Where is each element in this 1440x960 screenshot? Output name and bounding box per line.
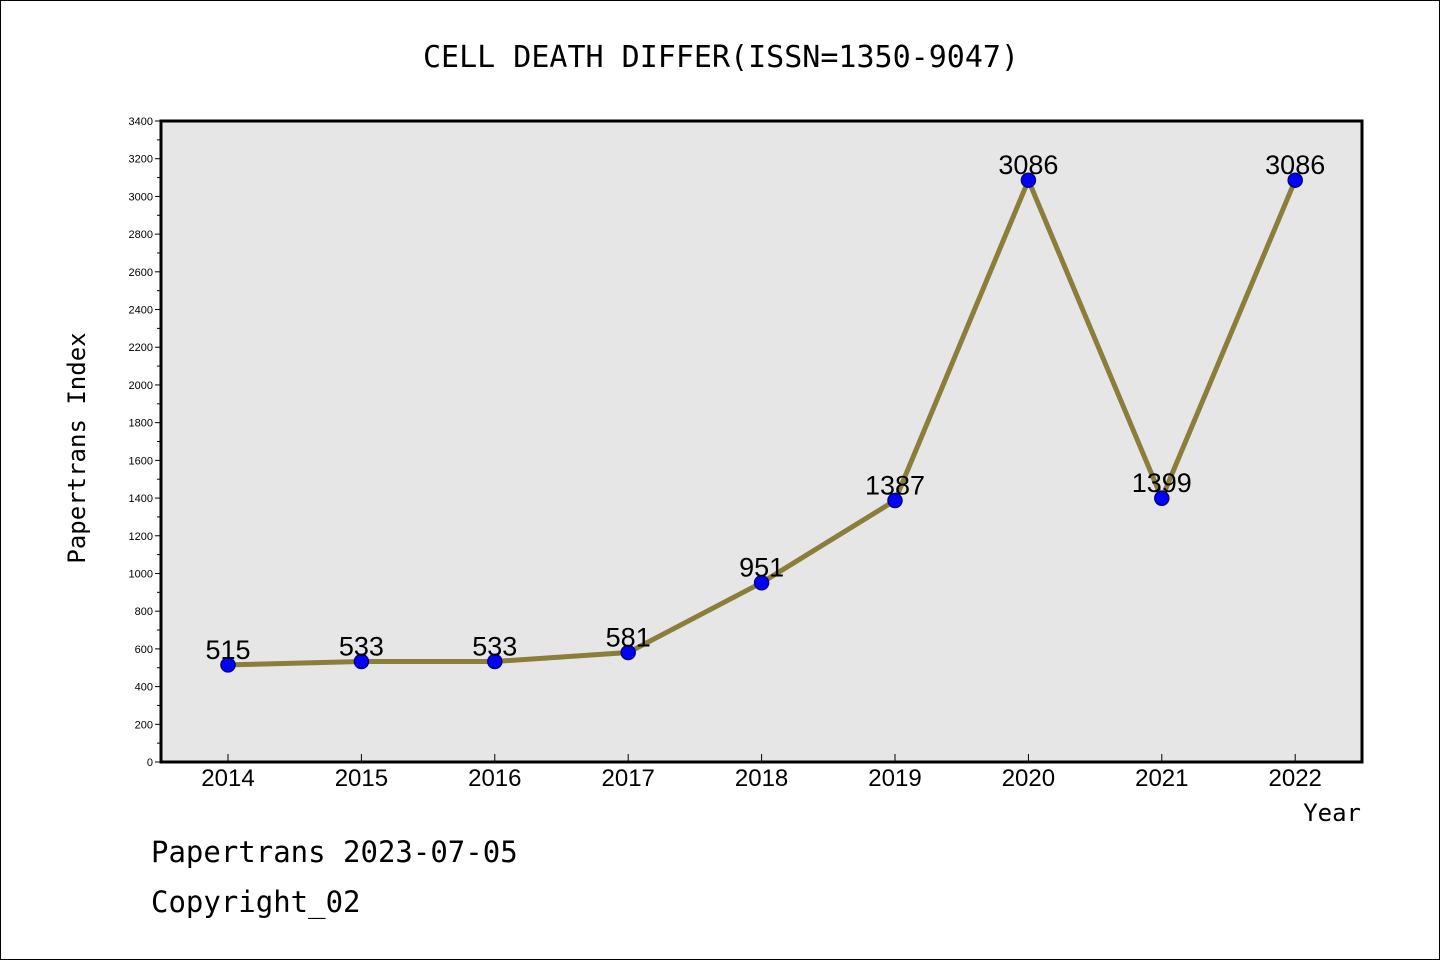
data-point [1020,172,1037,188]
data-point [220,657,236,673]
x-axis: 2014 2015 2016 2017 2018 2019 2020 2021 2022 [201,754,1322,792]
data-label: 1387 [865,471,925,501]
data-point [353,653,370,670]
y-axis: 0 200 400 600 800 1000 1200 1400 1600 1800 2000 220… [129,116,161,769]
x-tick-label: 2017 [602,765,655,792]
data-point [887,492,903,509]
y-tick-label: 2200 [129,342,153,354]
data-label: 533 [472,632,517,662]
data-points [220,172,1303,673]
y-tick-label: 400 [135,682,153,694]
x-tick-label: 2015 [335,765,388,792]
x-tick-label: 2021 [1135,765,1188,792]
data-point [753,574,770,591]
data-label: 581 [606,622,651,652]
data-label: 3086 [1265,150,1325,180]
y-tick-label: 1000 [129,568,153,580]
data-point [487,653,503,670]
x-tick-label: 2019 [868,765,921,792]
footer-copyright: Copyright_02 [151,885,361,919]
y-tick-label: 1200 [129,531,153,543]
data-point [1154,490,1170,506]
y-tick-label: 3400 [129,116,153,128]
y-tick-label: 2800 [129,229,153,241]
plot-area [159,119,1364,764]
y-tick-label: 2400 [129,305,153,317]
y-tick-label: 1600 [129,455,153,467]
y-tick-label: 3000 [129,191,153,203]
y-axis-title: Papertrans Index [63,332,91,563]
x-tick-label: 2022 [1269,765,1322,792]
data-point [1287,172,1303,188]
x-tick-label: 2014 [201,765,254,792]
x-axis-title: Year [1303,799,1361,827]
data-point [620,644,636,661]
y-tick-label: 0 [147,757,153,769]
footer-date: Papertrans 2023-07-05 [151,835,518,869]
y-tick-label: 600 [135,644,153,656]
y-tick-label: 1800 [129,418,153,430]
data-label: 3086 [998,150,1058,180]
x-tick-label: 2020 [1002,765,1055,792]
y-tick-label: 200 [135,719,153,731]
data-label: 533 [339,632,384,662]
data-label: 951 [739,553,784,583]
chart-title: CELL DEATH DIFFER(ISSN=1350-9047) [423,40,1019,75]
y-tick-label: 1400 [129,493,153,505]
x-tick-label: 2016 [468,765,521,792]
y-tick-label: 2000 [129,380,153,392]
y-tick-label: 800 [135,606,153,618]
x-tick-label: 2018 [735,765,788,792]
y-tick-label: 2600 [129,267,153,279]
data-labels: 515 533 533 581 951 1387 3086 1399 3086 [205,150,1325,665]
data-label: 515 [205,635,250,665]
y-tick-label: 3200 [129,154,153,166]
data-label: 1399 [1132,468,1192,498]
